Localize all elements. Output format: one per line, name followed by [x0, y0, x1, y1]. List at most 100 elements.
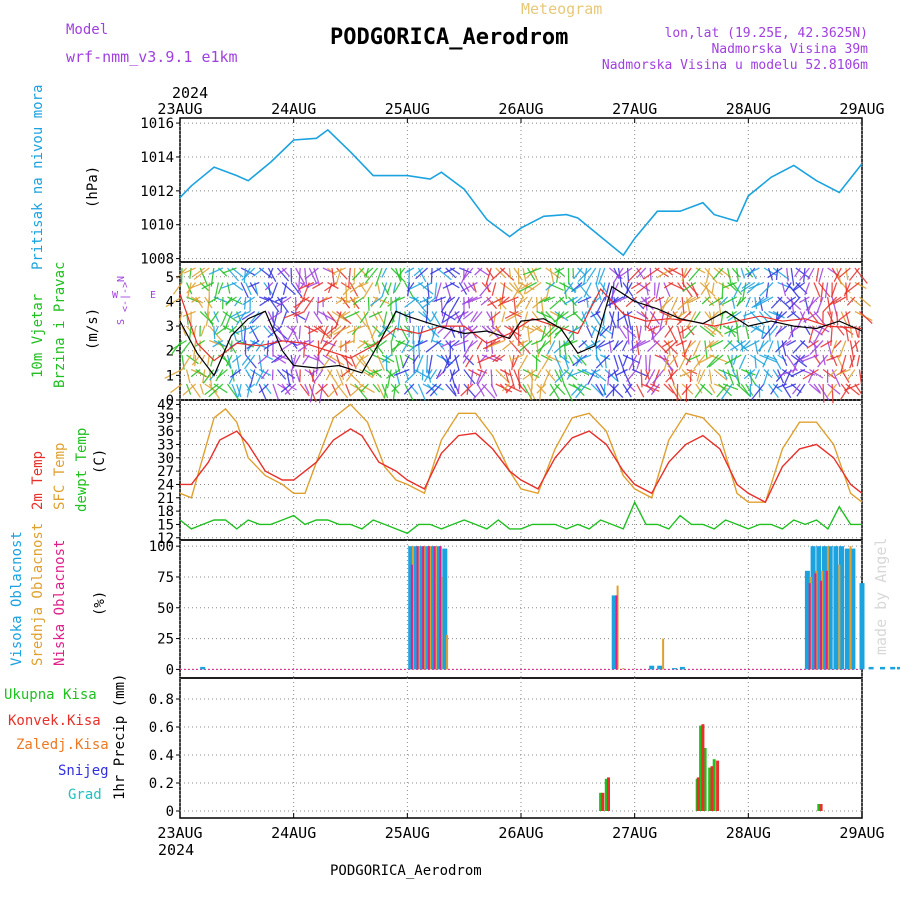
wind-arrow — [632, 326, 633, 341]
dewpoint-line — [180, 502, 862, 533]
wind-arrow — [555, 355, 563, 373]
x-tick-label-bottom: 27AUG — [612, 824, 657, 842]
wind-arrow — [287, 370, 290, 386]
wind-arrow — [816, 268, 818, 282]
precip-legend-hail: Grad — [68, 787, 102, 803]
wind-arrow — [809, 370, 814, 383]
cloud-bar-low — [411, 565, 413, 670]
elevation-text: Nadmorska Visina 39m — [711, 42, 868, 57]
wind-arrow — [637, 384, 644, 397]
wind-arrow — [859, 370, 861, 385]
wind-arrow — [201, 326, 205, 336]
cloud-bar-mid — [850, 546, 852, 669]
wind-arrow — [426, 341, 441, 353]
wind-ylabel-name2: Brzina i Pravac — [52, 262, 68, 388]
wind-arrow — [709, 370, 711, 385]
y-tick-label: 100 — [149, 539, 174, 555]
wind-arrow — [368, 297, 369, 311]
wind-arrow — [349, 268, 351, 287]
wind-legend-west: W — [112, 290, 119, 301]
wind-arrow — [405, 312, 407, 322]
y-tick-label: 0.2 — [149, 776, 174, 792]
cloud-bar-high — [672, 668, 677, 669]
cloud-bar-mid — [446, 635, 448, 670]
cloud-ylabel-low: Niska Oblacnost — [52, 540, 68, 666]
wind-arrow — [769, 326, 771, 342]
wind-arrow — [818, 355, 828, 367]
wind-arrow — [245, 355, 255, 369]
cloud-bar-low — [820, 581, 822, 670]
temp-ylabel-t2m: 2m Temp — [30, 451, 46, 510]
cloud-bar-high — [200, 667, 205, 670]
wind-arrow — [724, 341, 732, 349]
wind-arrow — [518, 370, 519, 390]
wind-arrow — [819, 283, 830, 297]
wind-arrow — [646, 355, 647, 370]
wind-arrow — [328, 384, 341, 397]
wind-arrow — [200, 384, 203, 394]
wind-legend-arrow: <-|-> — [120, 282, 131, 312]
wind-arrow — [492, 283, 496, 296]
y-tick-label: 4 — [166, 294, 174, 310]
credit-text: made by Angel — [872, 538, 890, 655]
wind-arrow — [739, 355, 745, 369]
cloud-bar-high — [860, 583, 865, 669]
y-tick-label: 1016 — [140, 116, 174, 132]
y-tick-label: 0.4 — [149, 748, 174, 764]
cloud-bar-mid — [662, 639, 664, 670]
wind-ylabel-unit: (m/s) — [85, 308, 101, 350]
cloud-bar-low — [428, 546, 430, 669]
wind-arrow — [859, 297, 870, 306]
wind-arrow — [208, 355, 210, 366]
wind-arrow — [526, 297, 533, 309]
wind-arrow — [246, 370, 252, 379]
wind-arrow — [502, 312, 505, 323]
wind-arrow — [509, 268, 510, 279]
cloud-bar-low — [809, 583, 811, 669]
wind-arrow — [612, 326, 614, 339]
x-tick-label-top: 24AUG — [271, 100, 316, 118]
wind-arrow — [705, 341, 719, 349]
wind-arrow — [839, 341, 846, 358]
wind-arrow — [431, 312, 436, 322]
wind-arrow — [391, 341, 392, 357]
wind-arrow — [771, 297, 782, 308]
wind-arrow — [793, 341, 805, 354]
wind-arrow — [596, 355, 609, 368]
wind-arrow — [568, 355, 574, 366]
wind-arrow — [587, 268, 596, 282]
wind-arrow — [474, 384, 487, 399]
y-tick-label: 0.6 — [149, 720, 174, 736]
wind-arrow — [554, 312, 569, 323]
temp-ylabel-sfc: SFC Temp — [52, 443, 68, 510]
wind-arrow — [403, 355, 410, 368]
cloud-ylabel-mid: Srednja Oblacnost — [30, 523, 46, 666]
wind-arrow — [623, 341, 628, 351]
wind-arrow — [241, 326, 242, 341]
y-tick-label: 5 — [166, 270, 174, 286]
wind-arrow — [848, 370, 855, 381]
cloud-bar-high — [890, 667, 895, 670]
wind-arrow — [373, 312, 378, 321]
wind-arrow — [400, 355, 403, 367]
wind-arrow — [387, 283, 391, 294]
wind-arrow — [409, 384, 418, 394]
wind-arrow — [648, 341, 660, 352]
wind-arrow — [825, 283, 827, 299]
wind-arrow — [331, 326, 332, 338]
wind-arrow — [832, 384, 833, 403]
cloud-bar-mid — [838, 565, 840, 670]
wind-arrow — [299, 326, 300, 339]
wind-arrow — [823, 384, 824, 403]
wind-arrow — [671, 297, 677, 311]
wind-legend-south: S — [116, 319, 127, 325]
wind-arrow — [850, 297, 861, 306]
wind-arrow — [837, 312, 838, 326]
wind-arrow — [631, 283, 641, 289]
wind-arrow — [450, 283, 459, 288]
wind-arrow — [632, 341, 633, 354]
precip-bar-convective — [701, 724, 704, 811]
pressure-ylabel-unit: (hPa) — [85, 166, 101, 208]
wind-arrow — [368, 326, 373, 341]
year-bottom: 2024 — [158, 841, 194, 859]
